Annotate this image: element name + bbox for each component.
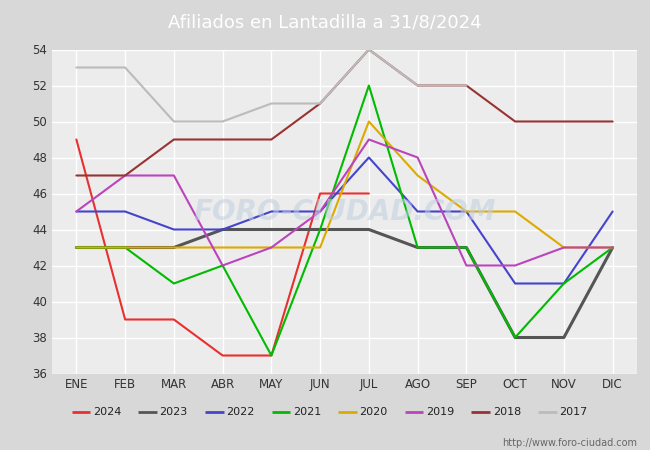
Text: 2018: 2018 xyxy=(493,407,521,417)
Text: 2022: 2022 xyxy=(226,407,255,417)
Text: 2019: 2019 xyxy=(426,407,454,417)
Text: http://www.foro-ciudad.com: http://www.foro-ciudad.com xyxy=(502,438,637,448)
Text: 2023: 2023 xyxy=(160,407,188,417)
Text: FORO-CIUDAD.COM: FORO-CIUDAD.COM xyxy=(193,198,496,225)
Text: 2020: 2020 xyxy=(359,407,388,417)
Text: Afiliados en Lantadilla a 31/8/2024: Afiliados en Lantadilla a 31/8/2024 xyxy=(168,14,482,32)
Text: 2021: 2021 xyxy=(293,407,321,417)
Text: 2017: 2017 xyxy=(560,407,588,417)
Text: 2024: 2024 xyxy=(93,407,122,417)
